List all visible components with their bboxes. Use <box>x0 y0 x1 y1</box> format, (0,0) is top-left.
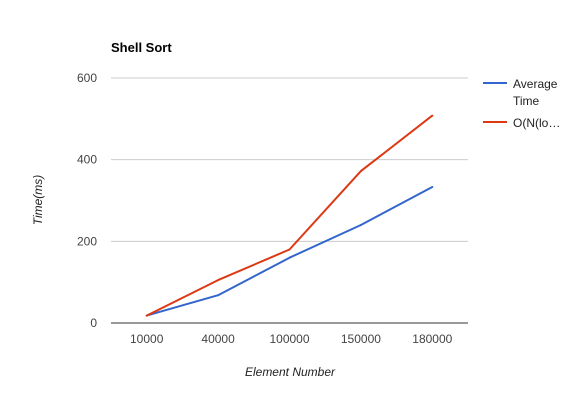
y-tick-label: 400 <box>77 153 97 167</box>
x-tick-label: 150000 <box>341 332 381 346</box>
data-point[interactable] <box>288 248 291 251</box>
y-tick-label: 0 <box>90 316 97 330</box>
y-axis-title: Time(ms) <box>31 175 45 226</box>
chart-title: Shell Sort <box>111 40 172 55</box>
data-point[interactable] <box>145 314 148 317</box>
x-tick-label: 10000 <box>130 332 164 346</box>
legend-label: O(N(lo… <box>513 116 560 130</box>
data-point[interactable] <box>431 186 434 189</box>
series-line-1[interactable] <box>146 186 433 317</box>
legend-item-2[interactable]: O(N(lo… <box>483 116 560 130</box>
data-point[interactable] <box>359 170 362 173</box>
y-tick-label: 200 <box>77 234 97 248</box>
series-layer <box>145 114 434 317</box>
data-point[interactable] <box>288 256 291 259</box>
grid-layer <box>111 77 468 324</box>
y-tick-label: 600 <box>77 71 97 85</box>
x-tick-label: 40000 <box>201 332 235 346</box>
series-line-2[interactable] <box>146 114 433 317</box>
x-axis-title: Element Number <box>245 365 336 379</box>
data-point[interactable] <box>217 279 220 282</box>
x-tick-label: 100000 <box>269 332 309 346</box>
data-point[interactable] <box>217 294 220 297</box>
legend-item-1[interactable]: Average Time <box>483 77 558 108</box>
data-point[interactable] <box>431 114 434 117</box>
x-tick-label: 180000 <box>412 332 452 346</box>
data-point[interactable] <box>359 224 362 226</box>
y-tick-labels: 0 200 400 600 <box>77 71 97 330</box>
x-tick-labels: 10000 40000 100000 150000 180000 <box>130 332 453 346</box>
legend-label: Average <box>513 77 558 91</box>
legend[interactable]: Average Time O(N(lo… <box>483 77 560 130</box>
legend-label: Time <box>513 94 540 108</box>
